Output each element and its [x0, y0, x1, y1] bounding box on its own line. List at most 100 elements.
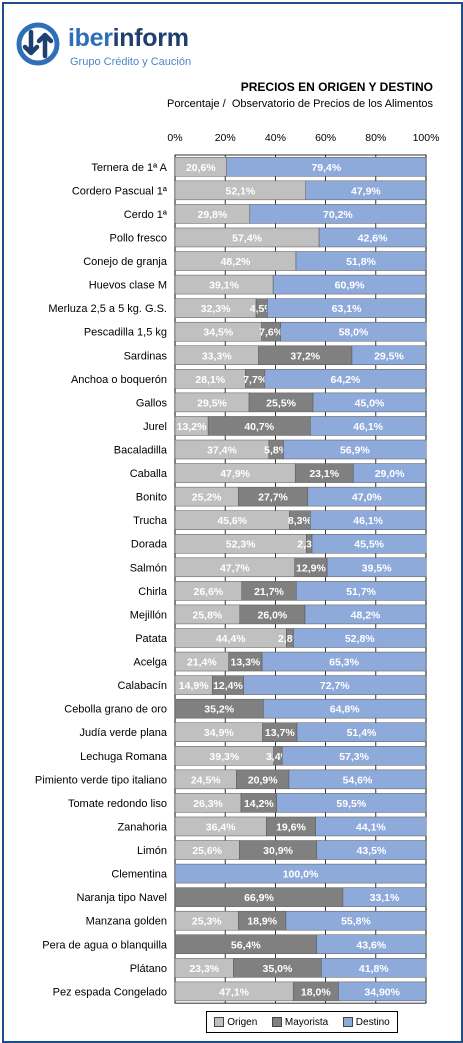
data-label-origen: 21,4%: [187, 657, 217, 669]
legend-item-mayorista: Mayorista: [271, 1017, 328, 1028]
data-label-origen: 25,8%: [192, 609, 222, 621]
data-label-origen: 34,9%: [204, 727, 234, 739]
x-tick-label: 40%: [265, 132, 286, 144]
data-label-origen: 25,6%: [192, 845, 222, 857]
data-label-mayorista: 30,9%: [263, 845, 293, 857]
category-label: Conejo de granja: [83, 256, 168, 268]
data-label-origen: 29,5%: [197, 397, 227, 409]
category-label: Huevos clase M: [89, 280, 167, 292]
data-label-mayorista: 37,2%: [290, 350, 320, 362]
bar-destino: [321, 958, 427, 978]
category-label: Sardinas: [124, 350, 168, 362]
brand-name-dark: inform: [112, 24, 189, 52]
data-label-mayorista: 35,0%: [263, 963, 293, 975]
category-label: Naranja tipo Navel: [77, 892, 168, 904]
category-label: Patata: [135, 633, 168, 645]
data-label-origen: 24,5%: [191, 774, 221, 786]
category-label: Plátano: [130, 963, 167, 975]
data-label-destino: 60,9%: [335, 280, 365, 292]
data-label-mayorista: 5,8%: [264, 445, 289, 457]
category-label: Salmón: [130, 562, 167, 574]
bar-destino: [243, 675, 427, 695]
data-label-origen: 34,5%: [203, 327, 233, 339]
data-label-mayorista: 7,6%: [259, 327, 284, 339]
data-label-destino: 52,8%: [345, 633, 375, 645]
category-label: Gallos: [136, 397, 168, 409]
data-label-mayorista: 13,7%: [265, 727, 295, 739]
data-label-origen: 48,2%: [221, 256, 251, 268]
category-label: Cerdo 1ª: [124, 209, 168, 221]
x-tick-label: 80%: [365, 132, 386, 144]
bar-destino: [312, 392, 427, 413]
legend-swatch-origen: [214, 1017, 225, 1027]
stacked-bar-chart: 0% 20% 40% 60% 80% 100% Ternera de 1ª A 20,6% 79…: [35, 132, 439, 1004]
data-label-origen: 44,4%: [216, 633, 246, 645]
data-label-origen: 20,6%: [186, 162, 216, 174]
data-label-origen: 26,6%: [193, 586, 223, 598]
data-label-origen: 29,8%: [198, 209, 228, 221]
bar-destino: [261, 651, 427, 672]
category-label: Manzana golden: [86, 916, 167, 928]
data-label-destino: 43,6%: [356, 939, 386, 951]
category-label: Caballa: [130, 468, 168, 480]
data-label-destino: 100,0%: [283, 869, 319, 881]
category-label: Clementina: [111, 869, 168, 881]
data-label-destino: 47,9%: [351, 185, 381, 197]
bar-destino: [285, 910, 427, 931]
data-label-destino: 33,1%: [370, 892, 400, 904]
plot-area-border: [174, 154, 427, 1004]
data-label-mayorista: 8,3%: [288, 515, 313, 527]
data-label-mayorista: 14,2%: [244, 798, 274, 810]
data-label-mayorista: 56,4%: [231, 939, 261, 951]
data-label-destino: 39,5%: [362, 562, 392, 574]
bar-destino: [352, 463, 427, 483]
data-label-destino: 34,90%: [364, 986, 400, 998]
data-label-destino: 51,7%: [346, 586, 376, 598]
bar-destino: [283, 439, 427, 460]
bar-destino: [304, 604, 427, 625]
bar-destino: [316, 840, 427, 860]
data-label-origen: 33,3%: [202, 350, 232, 362]
bar-destino: [263, 698, 427, 719]
data-label-origen: 13,2%: [177, 421, 207, 433]
data-label-mayorista: 18,0%: [301, 986, 331, 998]
bar-destino: [315, 816, 427, 837]
data-label-origen: 47,1%: [219, 986, 249, 998]
x-tick-label: 0%: [167, 132, 182, 144]
data-label-mayorista: 27,7%: [258, 492, 288, 504]
data-label-destino: 64,8%: [330, 704, 360, 716]
bar-destino: [272, 274, 427, 295]
category-label: Calabacín: [117, 680, 167, 692]
data-label-origen: 25,3%: [192, 916, 222, 928]
category-label: Pera de agua o blanquilla: [42, 939, 168, 951]
category-label: Pescadilla 1,5 kg: [84, 327, 167, 339]
data-label-mayorista: 19,6%: [276, 821, 306, 833]
data-label-destino: 47,0%: [352, 492, 382, 504]
bar-destino: [249, 204, 427, 224]
data-label-destino: 65,3%: [329, 657, 359, 669]
legend-swatch-destino: [342, 1017, 353, 1027]
data-label-destino: 45,5%: [354, 539, 384, 551]
data-label-origen: 26,3%: [193, 798, 223, 810]
bar-destino: [174, 863, 427, 884]
legend-swatch-mayorista: [271, 1017, 282, 1027]
data-label-destino: 79,4%: [311, 162, 341, 174]
data-label-origen: 23,3%: [189, 963, 219, 975]
category-label: Cebolla grano de oro: [64, 704, 167, 716]
bar-destino: [338, 981, 427, 1002]
data-label-destino: 51,4%: [347, 727, 377, 739]
data-label-origen: 52,3%: [226, 539, 256, 551]
x-tick-label: 60%: [315, 132, 336, 144]
data-label-mayorista: 12,9%: [296, 562, 326, 574]
category-label: Tomate redondo liso: [68, 798, 167, 810]
category-label: Zanahoria: [117, 821, 167, 833]
category-label: Trucha: [133, 515, 168, 527]
bar-destino: [280, 321, 427, 342]
data-label-destino: 56,9%: [340, 445, 370, 457]
bar-destino: [318, 227, 427, 248]
legend-label-destino: Destino: [355, 1016, 390, 1028]
data-label-mayorista: 35,2%: [204, 704, 234, 716]
bar-destino: [264, 369, 427, 389]
data-label-mayorista: 66,9%: [244, 892, 274, 904]
category-label: Lechuga Romana: [80, 751, 168, 763]
